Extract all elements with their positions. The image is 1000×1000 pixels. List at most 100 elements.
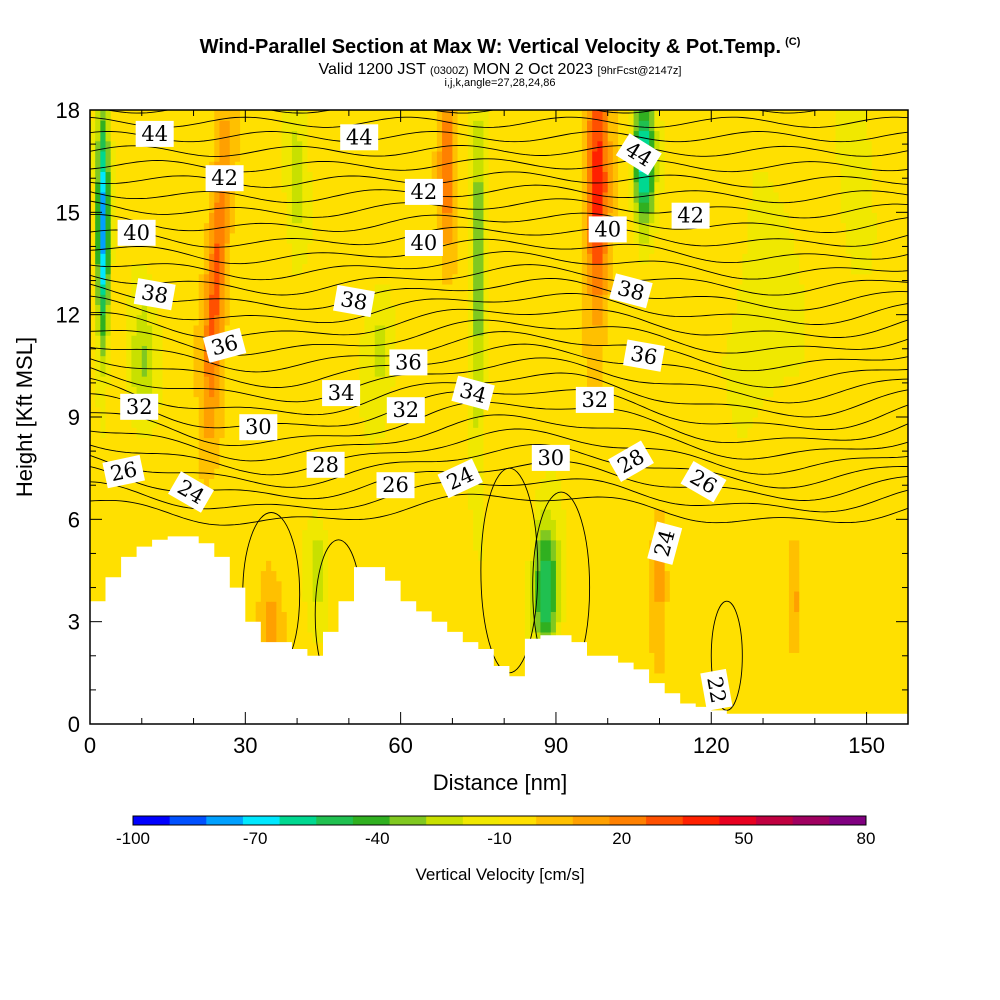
velocity-cell xyxy=(146,212,153,224)
velocity-cell xyxy=(110,161,117,172)
velocity-cell xyxy=(509,621,516,633)
velocity-cell xyxy=(100,161,107,172)
velocity-cell xyxy=(395,447,402,459)
velocity-cell xyxy=(152,212,158,224)
velocity-cell xyxy=(183,417,189,428)
velocity-cell xyxy=(90,345,96,357)
velocity-cell xyxy=(322,324,329,336)
velocity-cell xyxy=(457,273,464,285)
velocity-cell xyxy=(312,161,319,172)
velocity-cell xyxy=(286,478,293,490)
velocity-cell xyxy=(447,365,454,377)
velocity-cell xyxy=(333,427,340,439)
velocity-cell xyxy=(157,386,164,398)
velocity-cell xyxy=(421,120,428,132)
velocity-cell xyxy=(514,335,521,346)
velocity-cell xyxy=(245,406,252,418)
velocity-cell xyxy=(162,150,169,162)
velocity-cell xyxy=(203,406,210,418)
velocity-cell xyxy=(297,509,303,520)
velocity-cell xyxy=(322,120,329,132)
velocity-cell xyxy=(224,529,231,541)
velocity-cell xyxy=(436,437,443,449)
velocity-cell xyxy=(374,396,381,408)
velocity-cell xyxy=(105,150,112,162)
velocity-cell xyxy=(136,191,143,203)
velocity-cell xyxy=(395,570,402,582)
velocity-cell xyxy=(152,509,158,520)
velocity-cell xyxy=(188,202,195,213)
velocity-cell xyxy=(276,130,283,142)
velocity-cell xyxy=(219,457,226,469)
velocity-cell xyxy=(260,468,267,479)
velocity-cell xyxy=(457,437,464,449)
velocity-cell xyxy=(100,253,107,265)
velocity-cell xyxy=(493,335,500,346)
velocity-cell xyxy=(431,560,438,572)
velocity-cell xyxy=(178,498,184,510)
velocity-cell xyxy=(250,519,257,531)
velocity-cell xyxy=(95,488,101,500)
velocity-cell xyxy=(364,212,371,224)
velocity-cell xyxy=(426,140,433,152)
velocity-cell xyxy=(442,365,448,377)
velocity-cell xyxy=(105,376,112,387)
velocity-cell xyxy=(317,345,324,357)
velocity-cell xyxy=(478,202,485,213)
velocity-cell xyxy=(328,478,334,490)
velocity-cell xyxy=(162,457,169,469)
velocity-cell xyxy=(333,253,340,265)
velocity-cell xyxy=(152,263,158,275)
velocity-cell xyxy=(322,304,329,316)
velocity-cell xyxy=(462,529,469,541)
velocity-cell xyxy=(157,202,164,213)
velocity-cell xyxy=(328,253,334,265)
velocity-cell xyxy=(478,406,485,418)
velocity-cell xyxy=(390,273,397,285)
velocity-cell xyxy=(436,498,443,510)
velocity-cell xyxy=(146,488,153,500)
velocity-cell xyxy=(354,222,360,234)
velocity-cell xyxy=(266,457,272,469)
velocity-cell xyxy=(488,140,495,152)
velocity-cell xyxy=(276,570,283,582)
velocity-cell xyxy=(276,365,283,377)
velocity-cell xyxy=(390,550,397,561)
velocity-cell xyxy=(385,120,391,132)
velocity-cell xyxy=(509,314,516,326)
velocity-cell xyxy=(188,365,195,377)
velocity-cell xyxy=(514,580,521,592)
velocity-cell xyxy=(379,324,386,336)
velocity-cell xyxy=(462,263,469,275)
velocity-cell xyxy=(110,110,117,121)
velocity-cell xyxy=(121,283,127,295)
velocity-cell xyxy=(203,365,210,377)
velocity-cell xyxy=(105,345,112,357)
velocity-cell xyxy=(250,611,257,623)
velocity-cell xyxy=(374,253,381,265)
velocity-cell xyxy=(245,110,252,121)
velocity-cell xyxy=(426,335,433,346)
velocity-cell xyxy=(499,191,505,203)
velocity-cell xyxy=(333,345,340,357)
velocity-cell xyxy=(198,355,205,367)
velocity-cell xyxy=(405,539,412,551)
velocity-cell xyxy=(281,560,288,572)
velocity-cell xyxy=(514,642,521,653)
velocity-cell xyxy=(110,345,117,357)
velocity-cell xyxy=(229,304,236,316)
velocity-cell xyxy=(426,304,433,316)
velocity-cell xyxy=(359,509,365,520)
velocity-cell xyxy=(281,130,288,142)
velocity-cell xyxy=(312,498,319,510)
velocity-cell xyxy=(260,161,267,172)
velocity-cell xyxy=(281,580,288,592)
velocity-cell xyxy=(126,550,133,561)
velocity-cell xyxy=(416,447,422,459)
velocity-cell xyxy=(483,304,490,316)
velocity-cell xyxy=(178,386,184,398)
velocity-cell xyxy=(255,273,262,285)
velocity-cell xyxy=(214,529,221,541)
velocity-cell xyxy=(493,304,500,316)
velocity-cell xyxy=(172,232,179,244)
